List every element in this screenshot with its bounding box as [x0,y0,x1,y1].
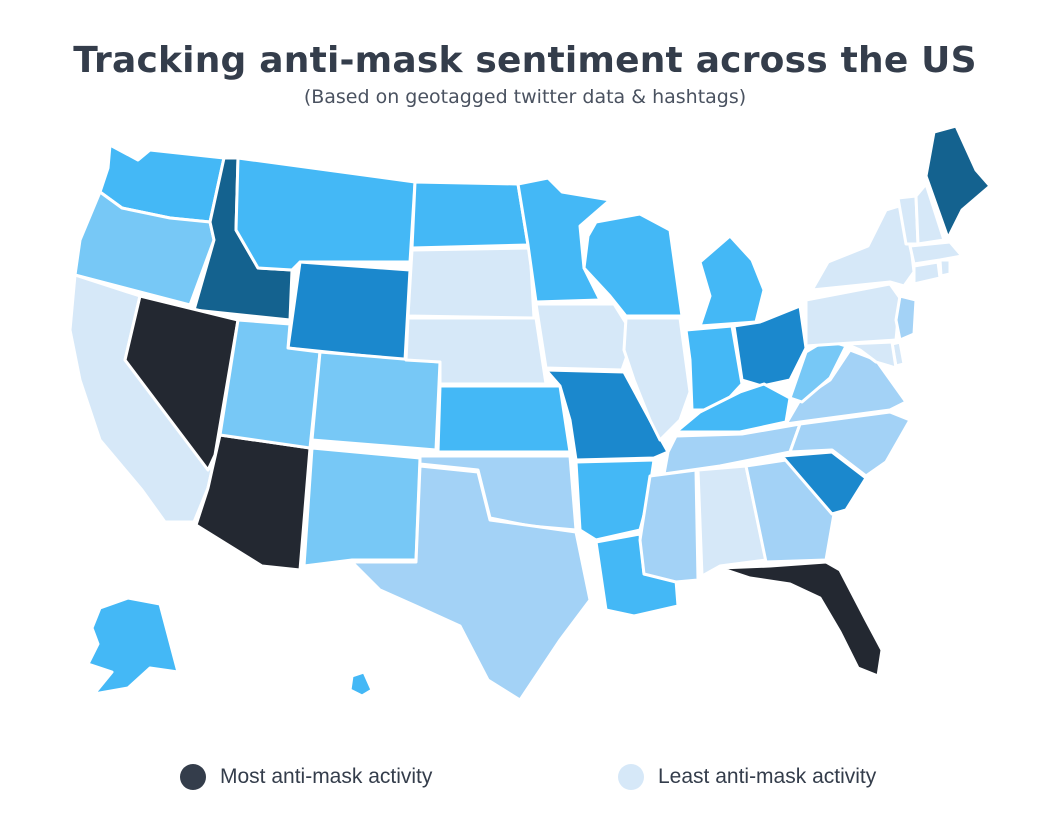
legend-most-label: Most anti-mask activity [220,765,433,788]
state-wv[interactable] [788,338,848,404]
state-tx[interactable] [350,464,592,702]
legend-least-swatch [618,764,644,790]
legend-most: Most anti-mask activity [180,764,432,790]
state-ms[interactable] [638,468,700,584]
state-co[interactable] [310,350,442,452]
state-mo[interactable] [544,368,670,462]
state-ia[interactable] [534,302,636,372]
state-mt[interactable] [234,156,417,272]
state-mi[interactable] [698,234,766,328]
state-ny[interactable] [810,202,916,292]
map-title: Tracking anti-mask sentiment across the … [73,40,977,81]
state-sc[interactable] [780,450,868,516]
state-wy[interactable] [286,260,412,362]
state-oh[interactable] [732,304,808,388]
state-pa[interactable] [804,282,902,348]
state-me[interactable] [924,124,992,240]
legend-least: Least anti-mask activity [618,764,876,790]
state-hi[interactable] [348,670,374,698]
map-subtitle: (Based on geotagged twitter data & hasht… [303,86,747,108]
state-ga[interactable] [744,458,836,564]
legend-least-label: Least anti-mask activity [658,765,877,788]
state-ar[interactable] [574,458,656,542]
state-ks[interactable] [436,384,572,454]
state-nm[interactable] [302,446,422,568]
legend-most-swatch [180,764,206,790]
state-ne[interactable] [404,316,548,386]
state-nc[interactable] [788,410,912,478]
state-fl[interactable] [718,560,884,678]
state-nd[interactable] [410,180,530,250]
state-ct[interactable] [912,260,942,286]
state-ri[interactable] [938,258,952,278]
state-ma[interactable] [908,240,964,266]
state-al[interactable] [696,464,768,578]
state-az[interactable] [194,433,312,572]
state-ky[interactable] [674,382,792,434]
state-il[interactable] [622,316,692,442]
state-md[interactable] [844,340,898,370]
state-ak[interactable] [86,596,180,696]
state-nj[interactable] [894,294,918,342]
state-nv[interactable] [123,294,240,472]
state-sd[interactable] [406,246,536,320]
state-wi[interactable] [582,212,684,318]
state-mn[interactable] [516,176,612,304]
state-nh[interactable] [914,182,946,246]
